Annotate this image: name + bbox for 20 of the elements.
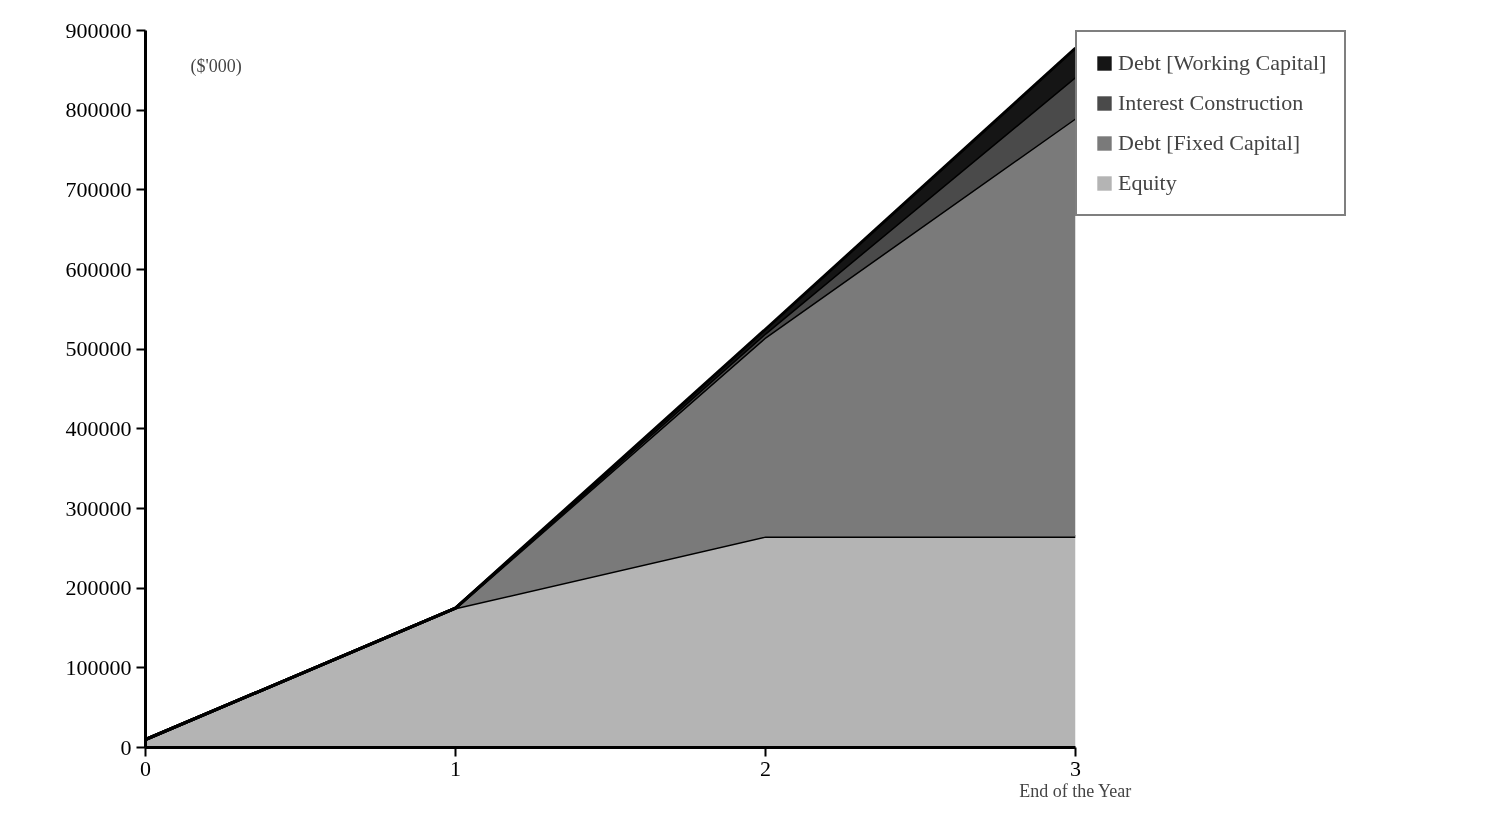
legend-label: Equity <box>1118 170 1177 196</box>
y-tick-label: 500000 <box>65 336 132 362</box>
y-tick-label: 0 <box>120 734 132 760</box>
x-axis-title: End of the Year <box>1019 780 1132 801</box>
x-tick-label: 0 <box>140 755 151 781</box>
y-axis-title: ($'000) <box>190 55 242 77</box>
y-tick-label: 300000 <box>65 495 132 521</box>
y-tick-label: 100000 <box>65 654 132 680</box>
y-tick-label: 800000 <box>65 97 132 123</box>
y-tick-label: 600000 <box>65 256 132 282</box>
y-tick-label: 700000 <box>65 176 132 202</box>
y-tick-label: 900000 <box>65 17 132 43</box>
legend-label: Debt [Fixed Capital] <box>1118 130 1301 156</box>
legend-label: Debt [Working Capital] <box>1118 50 1327 76</box>
y-tick-label: 200000 <box>65 575 132 601</box>
legend-label: Interest Construction <box>1118 90 1304 116</box>
x-tick-label: 1 <box>450 755 461 781</box>
x-tick-label: 3 <box>1070 755 1081 781</box>
x-tick-label: 2 <box>760 755 771 781</box>
y-tick-label: 400000 <box>65 415 132 441</box>
